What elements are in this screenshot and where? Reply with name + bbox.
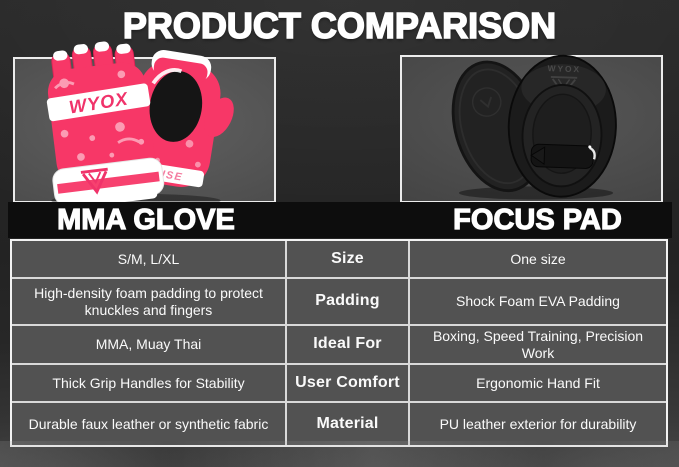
header-focus-pad: FOCUS PAD — [453, 204, 623, 236]
cell-glove-ideal-for: MMA, Muay Thai — [12, 326, 285, 363]
cell-glove-padding: High-density foam padding to protect knu… — [12, 279, 285, 324]
cell-attr-material: Material — [287, 403, 408, 445]
page-title: PRODUCT COMPARISON — [122, 4, 557, 47]
focus-pad-image: WYOX — [451, 54, 617, 200]
cell-pad-user-comfort: Ergonomic Hand Fit — [410, 365, 666, 401]
floor-texture — [0, 441, 679, 467]
cell-glove-material: Durable faux leather or synthetic fabric — [12, 403, 285, 445]
glove-back-side: WYOX — [46, 41, 165, 209]
wyox-logo-icon — [80, 167, 108, 195]
cell-glove-size: S/M, L/XL — [12, 241, 285, 277]
cell-glove-user-comfort: Thick Grip Handles for Stability — [12, 365, 285, 401]
cell-attr-size: Size — [287, 241, 408, 277]
cell-pad-padding: Shock Foam EVA Padding — [410, 279, 666, 324]
cell-attr-ideal-for: Ideal For — [287, 326, 408, 363]
header-mma-glove: MMA GLOVE — [57, 204, 236, 236]
cell-pad-size: One size — [410, 241, 666, 277]
header-bar: MMA GLOVE FOCUS PAD — [8, 202, 672, 238]
mma-glove-image: RISE WYOX — [46, 41, 234, 209]
cell-pad-ideal-for: Boxing, Speed Training, Precision Work — [410, 326, 666, 363]
comparison-table: S/M, L/XL Size One size High-density foa… — [10, 239, 668, 447]
cell-pad-material: PU leather exterior for durability — [410, 403, 666, 445]
focus-pad-front: WYOX — [507, 54, 617, 198]
cell-attr-user-comfort: User Comfort — [287, 365, 408, 401]
pad-brand-label: WYOX — [547, 63, 581, 74]
cell-attr-padding: Padding — [287, 279, 408, 324]
